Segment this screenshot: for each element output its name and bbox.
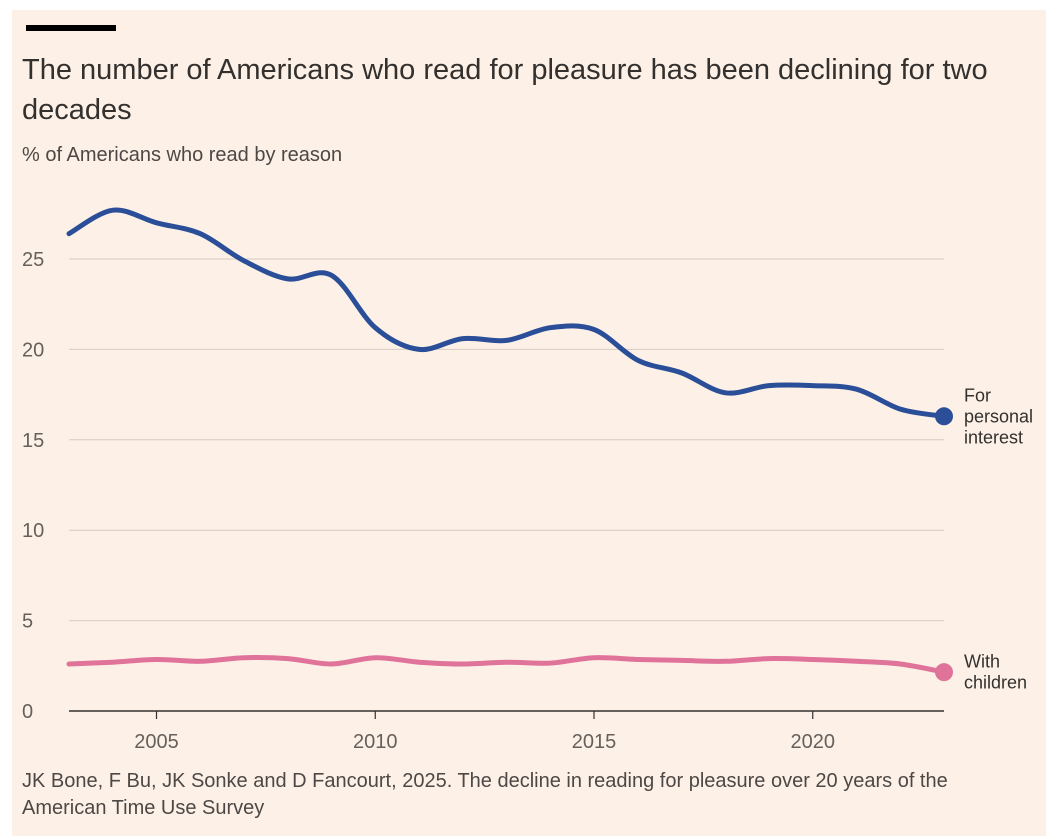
series-label-line: interest	[964, 427, 1023, 447]
y-tick-label-15: 15	[22, 430, 44, 452]
series-label-for-personal-interest: For personal interest	[964, 385, 1033, 447]
x-tick-label-2010: 2010	[353, 731, 398, 753]
y-tick-label-25: 25	[22, 249, 44, 271]
series-label-line: With	[964, 652, 1000, 672]
line-chart: 0 5 10 15 20 25 2005 2010 2015 2020 For personal int…	[22, 207, 1033, 753]
y-tick-label-10: 10	[22, 520, 44, 542]
series-line-for-personal-interest	[66, 207, 947, 419]
y-tick-label-5: 5	[22, 611, 33, 633]
end-point-with-children	[935, 663, 953, 682]
series-label-line: For	[964, 385, 991, 405]
y-tick-label-20: 20	[22, 339, 44, 361]
series-label-line: children	[964, 673, 1027, 693]
y-tick-label-0: 0	[22, 701, 33, 723]
series-label-with-children: With children	[964, 652, 1027, 693]
brand-bar	[26, 25, 116, 31]
end-point-for-personal-interest	[935, 407, 953, 426]
series-label-line: personal	[964, 406, 1033, 426]
x-tick-label-2015: 2015	[572, 731, 617, 753]
x-tick-label-2005: 2005	[134, 731, 179, 753]
chart-card: The number of Americans who read for ple…	[12, 10, 1046, 836]
series-line-with-children	[66, 654, 947, 675]
chart-subtitle: % of Americans who read by reason	[22, 144, 343, 166]
source-note: JK Bone, F Bu, JK Sonke and D Fancourt, …	[22, 770, 948, 819]
x-tick-label-2020: 2020	[791, 731, 836, 753]
chart-title: The number of Americans who read for ple…	[22, 54, 988, 126]
